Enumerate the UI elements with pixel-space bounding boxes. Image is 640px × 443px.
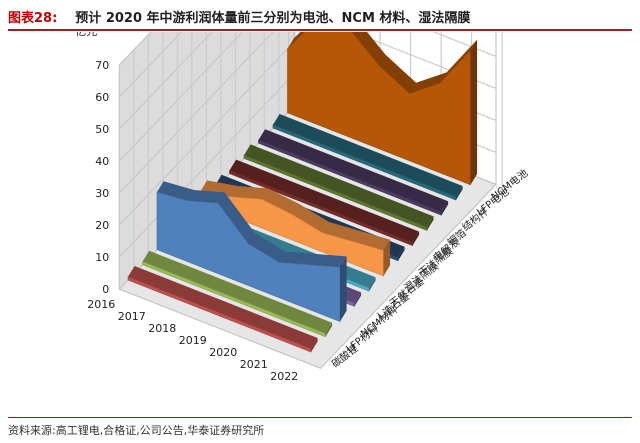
series-side <box>398 246 405 261</box>
series-ribbons <box>127 32 478 353</box>
series-top <box>287 32 478 94</box>
y-axis-unit: 亿元 <box>75 32 97 38</box>
series-side <box>325 322 333 337</box>
series-top <box>229 159 420 243</box>
series-ribbon <box>272 114 463 201</box>
series-ribbon <box>156 181 347 323</box>
y-tick-label: 60 <box>95 91 109 104</box>
series-side <box>470 39 478 185</box>
x-tick-label: 2019 <box>179 334 207 347</box>
series-ribbon <box>258 129 449 216</box>
series-ribbon <box>127 266 318 353</box>
x-tick-label: 2016 <box>87 298 115 311</box>
series-top <box>157 181 347 268</box>
series-side <box>311 338 318 352</box>
series-ribbon <box>243 144 434 231</box>
y-tick-label: 20 <box>95 219 109 232</box>
x-tick-label: 2021 <box>240 358 268 371</box>
footer-rule <box>8 417 632 418</box>
figure-header: 图表28: 预计 2020 年中游利润体量前三分别为电池、NCM 材料、湿法隔膜 <box>8 4 632 28</box>
y-tick-label: 0 <box>102 283 109 296</box>
figure-title: 预计 2020 年中游利润体量前三分别为电池、NCM 材料、湿法隔膜 <box>75 10 471 26</box>
series-side <box>340 256 347 322</box>
x-tick-label: 2020 <box>209 346 237 359</box>
series-top <box>258 129 449 212</box>
source-note: 资料来源:高工锂电,合格证,公司公告,华泰证券研究所 <box>8 424 265 437</box>
series-top <box>128 266 318 349</box>
series-side <box>456 186 463 200</box>
y-tick-label: 40 <box>95 155 109 168</box>
series-side <box>412 231 420 246</box>
y-tick-label: 70 <box>95 59 109 72</box>
x-tick-label: 2022 <box>270 370 298 383</box>
x-tick-label: 2018 <box>148 322 176 335</box>
series-side <box>369 277 376 292</box>
series-top <box>142 250 333 334</box>
series-ribbon <box>200 180 391 277</box>
chart-3d-area: 0 10 20 30 40 50 60 70 201620172018201920202021… <box>75 32 530 383</box>
series-side <box>383 239 391 276</box>
series-ribbon <box>142 250 333 338</box>
y-tick-label: 30 <box>95 187 109 200</box>
series-side <box>427 216 434 231</box>
x-tick-label: 2017 <box>118 310 146 323</box>
series-side <box>354 292 362 307</box>
header-rule <box>8 29 632 31</box>
y-tick-label: 50 <box>95 123 109 136</box>
series-top <box>273 114 463 197</box>
y-tick-label: 10 <box>95 251 109 264</box>
series-ribbon <box>287 32 478 186</box>
series-top <box>244 144 434 228</box>
series-side <box>441 201 449 216</box>
figure-number: 图表28: <box>8 10 58 26</box>
series-ribbon <box>229 159 420 247</box>
y-tick-labels: 0 10 20 30 40 50 60 70 <box>95 59 109 296</box>
